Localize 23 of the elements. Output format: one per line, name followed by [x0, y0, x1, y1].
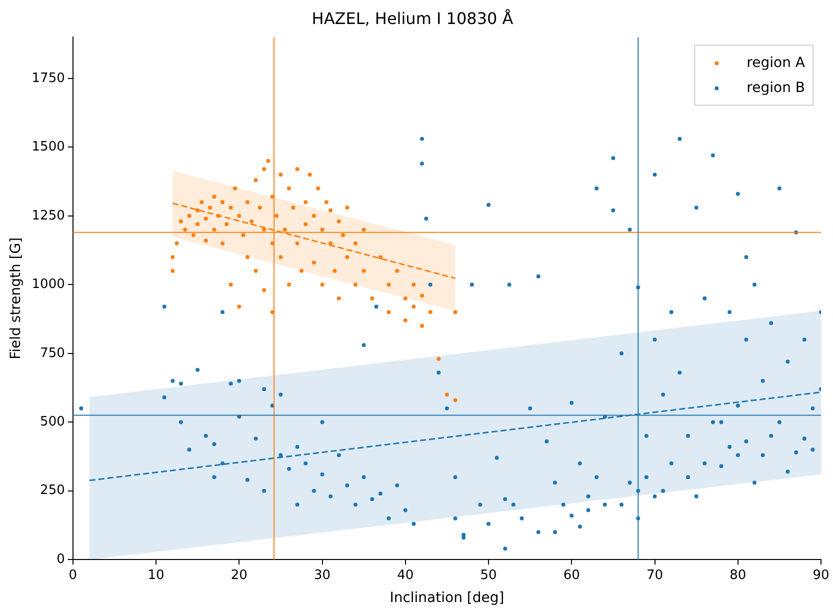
y-tick-label: 0 [56, 552, 65, 567]
x-tick-label: 40 [397, 568, 414, 583]
y-axis-title: Field strength [G] [8, 237, 24, 360]
y-tick-label: 1250 [32, 208, 65, 224]
x-tick-label: 30 [314, 568, 331, 583]
x-tick-label: 10 [148, 568, 164, 583]
chart-title: HAZEL, Helium I 10830 Å [312, 8, 514, 28]
y-tick-label: 1750 [32, 70, 65, 86]
x-tick-label: 80 [730, 568, 746, 583]
x-tick-label: 20 [230, 568, 248, 583]
x-tick-label: 70 [646, 568, 664, 583]
y-tick-label: 1000 [32, 277, 65, 292]
y-tick-label: 500 [40, 414, 65, 430]
y-tick-label: 1500 [32, 140, 65, 155]
legend-label: region B [746, 80, 806, 96]
x-tick-label: 0 [68, 568, 78, 583]
x-axis-title: Inclination [deg] [390, 590, 504, 606]
y-tick-label: 750 [40, 346, 65, 361]
y-tick-label: 250 [40, 483, 65, 498]
x-tick-label: 90 [812, 568, 830, 583]
x-tick-label: 50 [480, 568, 497, 583]
legend-label: region A [746, 54, 806, 71]
x-tick-label: 60 [563, 568, 580, 583]
